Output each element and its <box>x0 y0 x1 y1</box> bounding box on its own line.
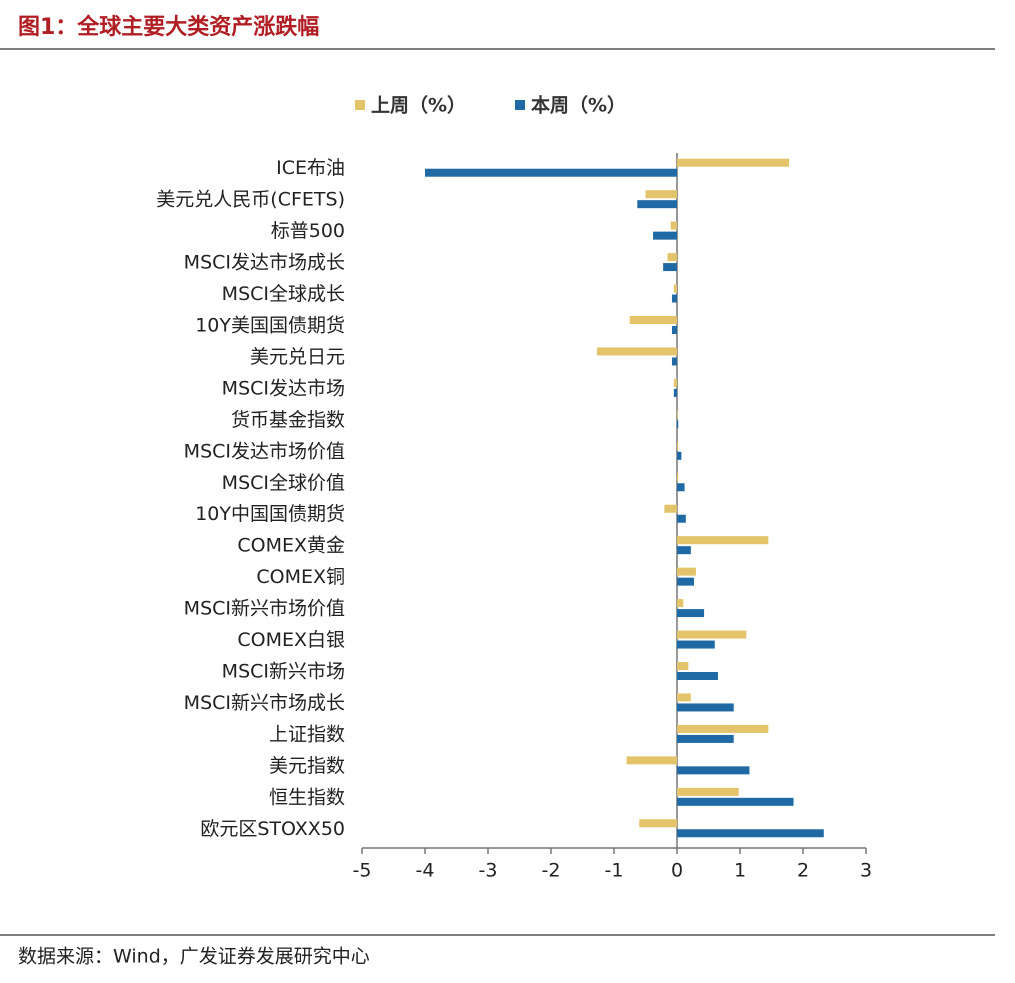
y-tick-label: MSCI发达市场 <box>222 377 345 399</box>
bar <box>677 410 678 419</box>
bar <box>677 546 691 555</box>
bar <box>626 756 677 765</box>
x-tick-label: -4 <box>416 860 435 882</box>
bar <box>677 609 705 618</box>
bar <box>677 672 718 680</box>
bar <box>677 577 695 586</box>
y-tick-label: 恒生指数 <box>269 786 345 808</box>
y-tick-label: 美元兑日元 <box>250 346 345 368</box>
x-tick-label: 1 <box>734 860 746 882</box>
bar <box>677 536 769 545</box>
bar <box>677 483 685 492</box>
bar <box>639 819 677 828</box>
y-tick-label: MSCI全球价值 <box>222 472 345 494</box>
source-note: 数据来源：Wind，广发证券发展研究中心 <box>18 946 370 968</box>
y-tick-label: COMEX白银 <box>237 629 345 651</box>
bar <box>677 158 790 167</box>
y-tick-label: MSCI发达市场成长 <box>184 252 345 274</box>
y-tick-label: 货币基金指数 <box>231 409 345 431</box>
bar <box>664 504 677 513</box>
bar <box>653 231 677 240</box>
bar <box>677 829 824 838</box>
y-tick-label: MSCI全球成长 <box>222 283 345 305</box>
x-tick-label: -5 <box>353 860 372 882</box>
y-tick-label: 10Y美国国债期货 <box>195 315 345 337</box>
bar <box>677 630 747 639</box>
bar <box>663 263 677 272</box>
bar <box>645 190 677 199</box>
bar <box>677 599 684 608</box>
x-tick-label: 2 <box>797 860 809 882</box>
bar <box>677 662 689 670</box>
bar <box>677 567 696 576</box>
bar <box>677 693 691 702</box>
bar <box>677 787 739 796</box>
legend-swatch <box>515 100 525 110</box>
bar <box>671 357 677 366</box>
bar <box>677 441 679 450</box>
bar <box>673 378 677 387</box>
y-tick-label: MSCI新兴市场成长 <box>184 692 345 714</box>
bar <box>670 221 677 230</box>
bar <box>637 200 677 209</box>
bar <box>677 514 686 523</box>
bar <box>677 734 734 743</box>
chart-title: 图1：全球主要大类资产涨跌幅 <box>18 14 319 40</box>
bar <box>673 388 677 397</box>
y-tick-label: MSCI新兴市场价值 <box>184 598 345 620</box>
x-tick-label: 0 <box>671 860 683 882</box>
y-tick-label: 美元指数 <box>269 755 345 777</box>
bar <box>677 766 750 775</box>
bar <box>629 316 677 324</box>
bar <box>677 797 794 806</box>
y-tick-label: 10Y中国国债期货 <box>195 503 345 525</box>
x-tick-label: -2 <box>542 860 561 882</box>
legend-swatch <box>355 100 365 110</box>
legend-label: 上周（%） <box>371 94 466 117</box>
y-tick-label: 美元兑人民币(CFETS) <box>156 189 345 211</box>
x-tick-label: -1 <box>605 860 624 882</box>
y-tick-label: 上证指数 <box>269 723 345 745</box>
bar <box>671 294 677 303</box>
bar <box>673 284 677 293</box>
legend-label: 本周（%） <box>531 94 626 117</box>
bar <box>677 451 682 460</box>
bar <box>596 347 677 356</box>
y-tick-label: MSCI发达市场价值 <box>184 440 345 462</box>
y-tick-label: ICE布油 <box>276 157 345 179</box>
y-tick-label: MSCI新兴市场 <box>222 661 345 683</box>
x-tick-label: 3 <box>860 860 872 882</box>
bar <box>677 420 679 429</box>
bar <box>677 640 715 649</box>
y-tick-label: 欧元区STOXX50 <box>200 818 345 840</box>
bar <box>677 473 679 482</box>
y-tick-label: COMEX铜 <box>256 566 345 588</box>
y-tick-label: 标普500 <box>271 220 345 242</box>
x-tick-label: -3 <box>479 860 498 882</box>
bar <box>667 253 677 262</box>
y-tick-label: COMEX黄金 <box>237 535 345 557</box>
bar <box>425 168 677 177</box>
bar <box>677 703 734 712</box>
bar <box>677 724 769 733</box>
bar <box>671 326 677 334</box>
